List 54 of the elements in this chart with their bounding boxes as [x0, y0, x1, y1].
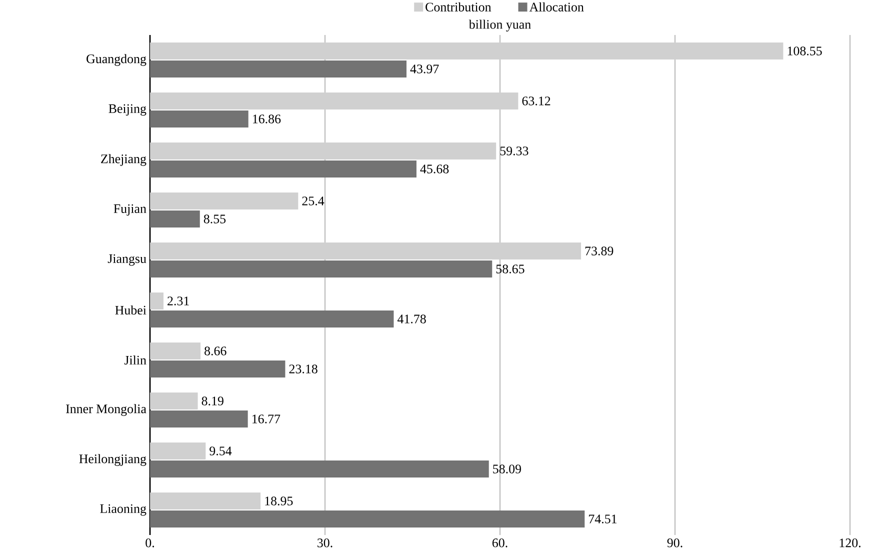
y-tick-label: Jilin	[124, 355, 146, 365]
bar	[150, 110, 248, 128]
bar	[150, 360, 286, 378]
bar	[150, 192, 298, 210]
bar	[150, 460, 489, 478]
data-label: 25.4	[302, 196, 324, 206]
y-tick-label: Fujian	[114, 204, 146, 216]
data-label: 43.97	[410, 64, 439, 74]
data-label: 8.66	[204, 346, 226, 356]
data-label: 108.55	[788, 46, 822, 56]
data-label: 59.33	[500, 146, 528, 156]
bar	[150, 510, 585, 528]
y-tick-label: Jiangsu	[108, 254, 146, 266]
bar	[150, 60, 406, 78]
y-tick-label: Liaoning	[100, 504, 146, 516]
data-label: 73.89	[585, 246, 614, 256]
y-tick-label: Inner Mongolia	[66, 404, 146, 416]
y-tick-label: Heilongjiang	[79, 454, 146, 466]
data-label: 74.51	[589, 514, 617, 524]
data-label: 16.77	[252, 414, 280, 424]
data-label: 8.19	[202, 396, 224, 406]
bar	[150, 492, 261, 510]
x-tick-label: 60.	[492, 538, 508, 548]
y-tick-label: Zhejiang	[101, 154, 146, 166]
y-tick-label: Beijing	[108, 104, 146, 116]
x-tick-label: 30.	[318, 538, 332, 548]
legend-label: Allocation	[529, 2, 584, 12]
data-label: 9.54	[210, 446, 232, 456]
bar	[150, 410, 248, 428]
data-label: 41.78	[397, 314, 426, 324]
data-label: 58.09	[493, 464, 521, 474]
data-label: 63.12	[522, 96, 550, 106]
x-axis-title: billion yuan	[468, 20, 531, 32]
bar	[150, 310, 394, 328]
data-label: 2.31	[168, 296, 189, 306]
x-tick-label: 0.	[146, 538, 154, 548]
bar	[150, 292, 164, 310]
data-label: 58.65	[496, 264, 524, 274]
x-tick-label: 90.	[667, 538, 682, 548]
data-label: 8.55	[204, 214, 226, 224]
y-tick-label: Guangdong	[86, 54, 146, 66]
x-tick-label: 120.	[840, 538, 860, 548]
legend-label: Contribution	[426, 2, 492, 12]
data-label: 45.68	[420, 164, 449, 174]
bar	[150, 160, 416, 178]
bar	[150, 442, 206, 460]
data-label: 18.95	[265, 496, 293, 506]
bar	[150, 210, 200, 228]
data-label: 16.86	[253, 114, 281, 124]
y-tick-label: Hubei	[115, 305, 146, 315]
data-label: 23.18	[289, 364, 318, 374]
bar	[150, 260, 492, 278]
bar	[150, 392, 198, 410]
bar	[150, 342, 201, 360]
